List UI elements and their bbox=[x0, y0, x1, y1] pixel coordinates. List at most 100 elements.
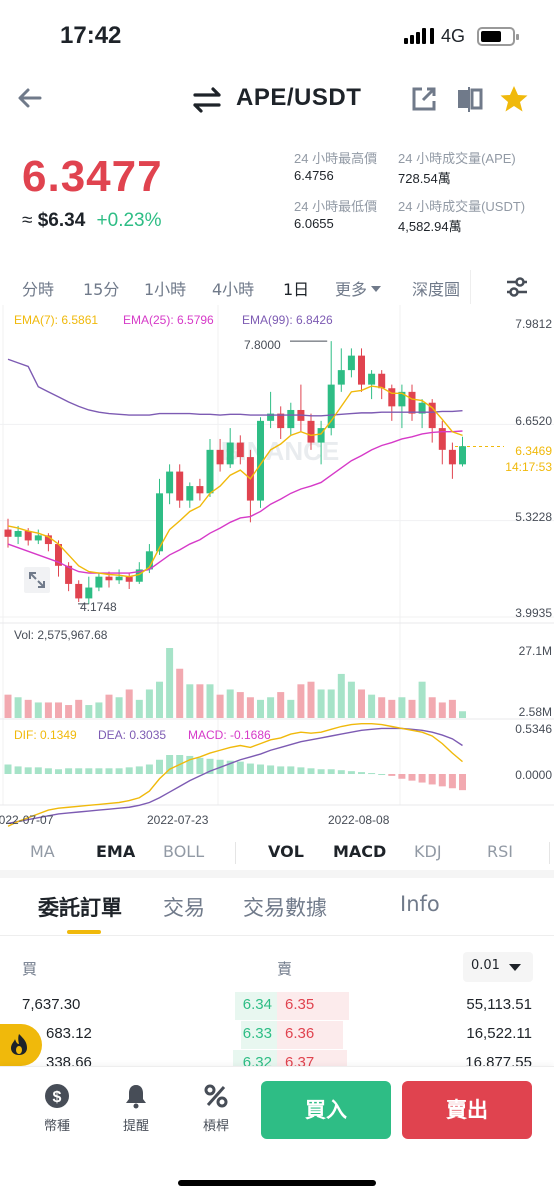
volume-bar bbox=[216, 694, 224, 718]
candle-body bbox=[186, 486, 194, 501]
indicator-vol[interactable]: VOL bbox=[268, 842, 304, 861]
tab-1d[interactable]: 1日 bbox=[283, 280, 310, 299]
candle-body bbox=[438, 428, 446, 450]
candle-body bbox=[277, 413, 285, 429]
candle-body bbox=[459, 446, 466, 465]
swap-icon[interactable] bbox=[192, 86, 222, 114]
candle-body bbox=[125, 576, 133, 582]
tab-time-sharing[interactable]: 分時 bbox=[22, 280, 55, 299]
low-label: 24 小時最低價 bbox=[294, 199, 378, 214]
candle-body bbox=[368, 373, 376, 385]
macd-bar bbox=[398, 774, 406, 779]
low-value: 6.0655 bbox=[294, 216, 334, 231]
chart-grid bbox=[0, 305, 554, 806]
volume-bar bbox=[196, 684, 204, 718]
tab-trading-data[interactable]: 交易數據 bbox=[243, 896, 327, 920]
volume-bar bbox=[287, 699, 295, 718]
volume-bar bbox=[176, 668, 184, 718]
candle-body bbox=[317, 428, 325, 443]
indicator-ma[interactable]: MA bbox=[30, 842, 55, 861]
layout-icon[interactable] bbox=[455, 84, 485, 114]
candle-body bbox=[267, 413, 275, 421]
precision-select[interactable]: 0.01 bbox=[463, 952, 533, 982]
macd-bar bbox=[226, 760, 234, 774]
volume-bar bbox=[448, 699, 456, 718]
alert-button[interactable]: 提醒 bbox=[106, 1083, 166, 1134]
indicator-boll[interactable]: BOLL bbox=[163, 842, 205, 861]
candles bbox=[4, 340, 466, 605]
expand-icon bbox=[24, 567, 50, 593]
ema7-line bbox=[7, 385, 463, 578]
indicator-rsi[interactable]: RSI bbox=[487, 842, 513, 861]
stats-volume: 24 小時成交量(APE) 728.54萬 24 小時成交量(USDT) 4,5… bbox=[398, 148, 525, 244]
tab-4h[interactable]: 4小時 bbox=[212, 280, 255, 299]
tab-more[interactable]: 更多 bbox=[335, 276, 382, 300]
candle-body bbox=[378, 373, 386, 389]
tab-1h[interactable]: 1小時 bbox=[144, 280, 187, 299]
macd-bar bbox=[206, 758, 214, 774]
tab-open-orders[interactable]: 委託訂單 bbox=[38, 896, 122, 920]
status-bar: 17:42 4G bbox=[0, 0, 554, 72]
candle-body bbox=[166, 471, 174, 494]
candle-body bbox=[287, 409, 295, 429]
macd-bar bbox=[196, 757, 204, 774]
coin-label: 幣種 bbox=[43, 1119, 70, 1134]
volume-bar bbox=[267, 697, 275, 718]
chevron-down-icon bbox=[509, 964, 521, 971]
candle-body bbox=[65, 565, 73, 584]
chevron-down-icon bbox=[371, 286, 382, 292]
tab-info[interactable]: Info bbox=[400, 892, 440, 916]
candle-body bbox=[327, 384, 335, 429]
candle-body bbox=[196, 486, 204, 494]
macd-bar bbox=[327, 769, 335, 774]
volume-bar bbox=[186, 684, 194, 718]
home-indicator bbox=[178, 1180, 376, 1186]
macd-bar bbox=[438, 774, 446, 787]
indicator-kdj[interactable]: KDJ bbox=[414, 842, 442, 861]
tab-trades[interactable]: 交易 bbox=[163, 896, 205, 920]
orderbook-row[interactable]: 683.12 6.33 6.36 16,522.11 bbox=[0, 1021, 554, 1049]
macd-bar bbox=[358, 772, 365, 774]
volume-bar bbox=[358, 689, 365, 718]
trading-pair[interactable]: APE/USDT bbox=[236, 84, 362, 111]
volume-bar bbox=[257, 699, 264, 718]
macd-bar bbox=[246, 763, 254, 774]
chart-settings[interactable] bbox=[470, 270, 554, 304]
macd-bar bbox=[44, 768, 52, 774]
y-tick: 5.3228 bbox=[515, 510, 552, 524]
signal-icon bbox=[404, 28, 434, 44]
indicator-ema[interactable]: EMA bbox=[96, 842, 136, 861]
ema99-line bbox=[7, 358, 463, 417]
candle-body bbox=[55, 544, 62, 566]
volume-bar bbox=[24, 699, 32, 718]
x-label: 2022-07-23 bbox=[147, 813, 209, 827]
last-price: 6.3477 bbox=[22, 152, 163, 201]
star-icon[interactable] bbox=[499, 84, 529, 114]
macd-bar bbox=[75, 768, 83, 774]
sell-button[interactable]: 賣出 bbox=[402, 1081, 532, 1139]
coin-button[interactable]: $ 幣種 bbox=[27, 1083, 87, 1134]
volume-bar bbox=[337, 673, 345, 718]
buy-button[interactable]: 買入 bbox=[261, 1081, 391, 1139]
bid-price: 6.33 bbox=[242, 1025, 272, 1042]
back-arrow-icon[interactable] bbox=[14, 82, 46, 114]
orderbook-row[interactable]: 7,637.30 6.34 6.35 55,113.51 bbox=[0, 992, 554, 1020]
chart-labels: EMA(7): 6.5861 EMA(25): 6.5796 EMA(99): … bbox=[0, 313, 554, 827]
fire-button[interactable] bbox=[0, 1024, 42, 1066]
ema99-legend: EMA(99): 6.8426 bbox=[242, 313, 333, 327]
volume-bar bbox=[34, 702, 42, 718]
leverage-button[interactable]: 槓桿 bbox=[186, 1083, 246, 1134]
candle-body bbox=[226, 442, 234, 465]
ask-qty: 55,113.51 bbox=[466, 996, 532, 1013]
bid-price: 6.34 bbox=[242, 996, 272, 1013]
ask-qty: 16,522.11 bbox=[466, 1025, 532, 1042]
macd-bar bbox=[277, 766, 285, 774]
svg-text:$: $ bbox=[53, 1089, 62, 1106]
share-icon[interactable] bbox=[409, 84, 439, 114]
x-label: 2022-07-07 bbox=[0, 813, 54, 827]
tab-15m[interactable]: 15分 bbox=[83, 280, 120, 299]
tab-depth[interactable]: 深度圖 bbox=[412, 280, 461, 299]
candle-body bbox=[206, 449, 214, 494]
indicator-macd[interactable]: MACD bbox=[333, 842, 387, 861]
kline-chart[interactable]: BINANCE EMA(7): 6.5861 EMA(25): 6.5796 E… bbox=[0, 305, 554, 830]
